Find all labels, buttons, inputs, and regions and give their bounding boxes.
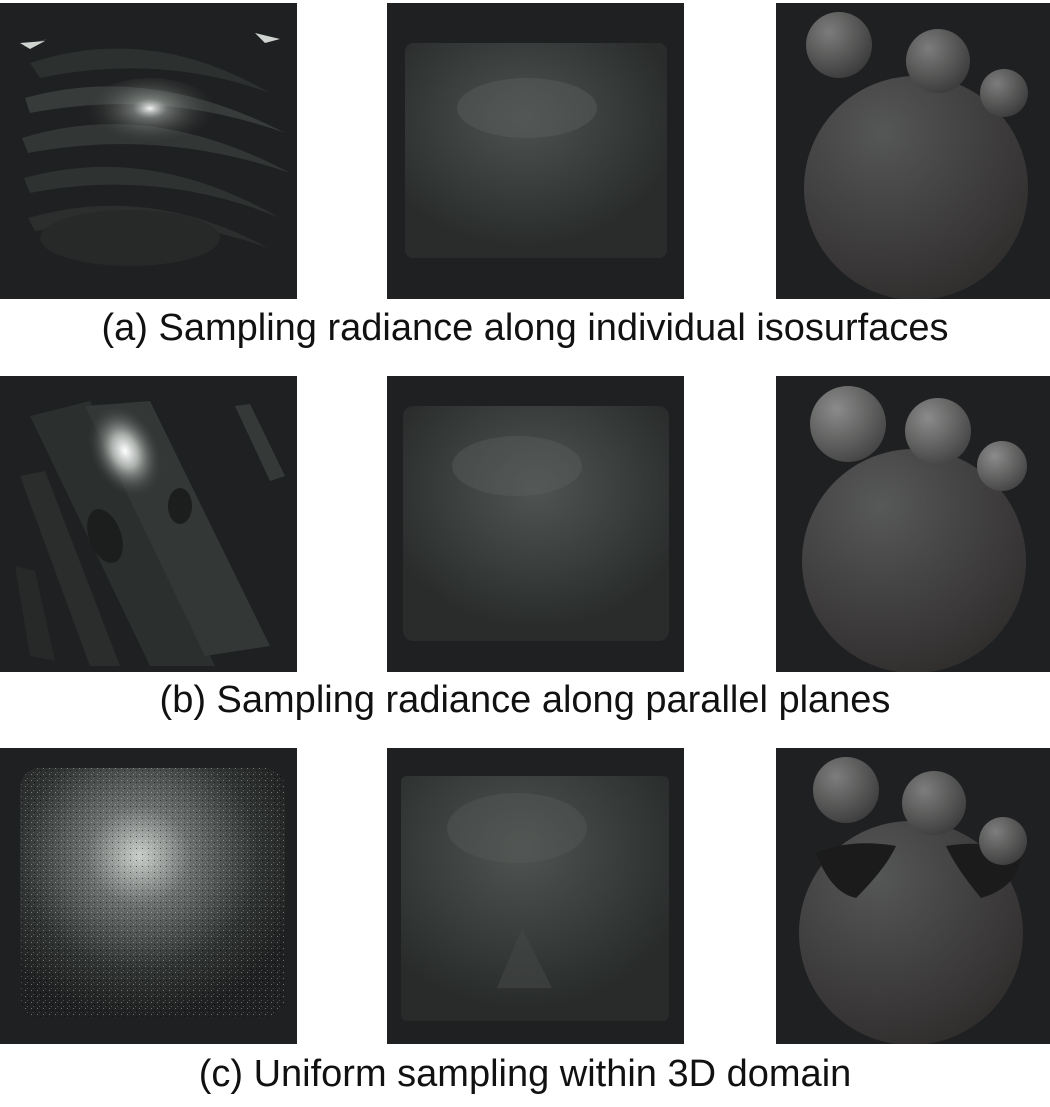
spheres-reference-image	[776, 748, 1050, 1044]
uniform-samples-image	[0, 748, 297, 1044]
caption-row-b: (b) Sampling radiance along parallel pla…	[159, 679, 891, 721]
spheres-reference-image	[776, 376, 1050, 672]
isosurface-samples-image	[0, 3, 297, 299]
volume-render-image	[387, 376, 684, 672]
caption-row-a: (a) Sampling radiance along individual i…	[101, 307, 949, 349]
parallel-plane-samples-image	[0, 376, 297, 672]
volume-render-image	[387, 748, 684, 1044]
caption-row-c: (c) Uniform sampling within 3D domain	[198, 1053, 852, 1095]
spheres-reference-image	[776, 3, 1050, 299]
volume-render-image	[387, 3, 684, 299]
